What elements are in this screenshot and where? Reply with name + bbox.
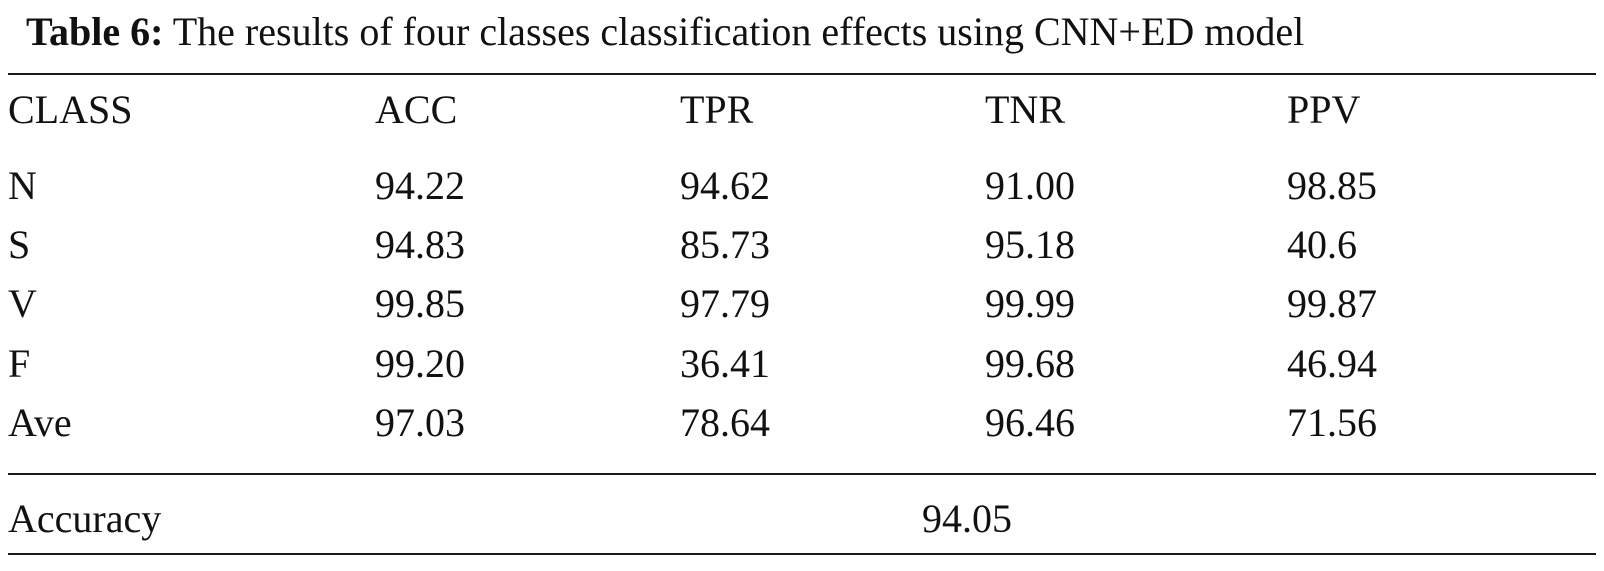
class-cell: N (8, 163, 37, 208)
tpr-cell: 97.79 (680, 281, 770, 326)
tpr-cell: 94.62 (680, 163, 770, 208)
acc-cell: 94.83 (375, 222, 465, 267)
table-row: Ave 97.03 78.64 96.46 71.56 (0, 393, 1604, 453)
tpr-cell: 78.64 (680, 400, 770, 445)
ppv-cell: 98.85 (1287, 163, 1377, 208)
tnr-cell: 99.68 (985, 341, 1075, 386)
ppv-cell: 99.87 (1287, 281, 1377, 326)
column-header: CLASS (8, 87, 133, 132)
column-header: TPR (680, 87, 754, 132)
acc-cell: 94.22 (375, 163, 465, 208)
class-cell: S (8, 222, 31, 267)
tnr-cell: 95.18 (985, 222, 1075, 267)
tpr-cell: 36.41 (680, 341, 770, 386)
tnr-cell: 91.00 (985, 163, 1075, 208)
acc-cell: 97.03 (375, 400, 465, 445)
ppv-cell: 71.56 (1287, 400, 1377, 445)
top-rule (8, 73, 1596, 75)
mid-rule (8, 473, 1596, 475)
ppv-cell: 46.94 (1287, 341, 1377, 386)
table-caption: Table 6: The results of four classes cla… (26, 6, 1586, 58)
class-cell: V (8, 281, 37, 326)
table-row: S 94.83 85.73 95.18 40.6 (0, 215, 1604, 275)
bottom-rule (8, 553, 1596, 555)
column-header: ACC (375, 87, 458, 132)
tnr-cell: 99.99 (985, 281, 1075, 326)
header-row: CLASS ACC TPR TNR PPV (0, 80, 1604, 140)
acc-cell: 99.20 (375, 341, 465, 386)
accuracy-label: Accuracy (8, 496, 162, 541)
caption-label: Table 6: (26, 9, 164, 54)
column-header: PPV (1287, 87, 1361, 132)
class-cell: Ave (8, 400, 72, 445)
table-row: F 99.20 36.41 99.68 46.94 (0, 334, 1604, 394)
tpr-cell: 85.73 (680, 222, 770, 267)
acc-cell: 99.85 (375, 281, 465, 326)
tnr-cell: 96.46 (985, 400, 1075, 445)
table-row: N 94.22 94.62 91.00 98.85 (0, 156, 1604, 216)
ppv-cell: 40.6 (1287, 222, 1357, 267)
table-row: V 99.85 97.79 99.99 99.87 (0, 274, 1604, 334)
accuracy-value: 94.05 (922, 496, 1012, 541)
column-header: TNR (985, 87, 1065, 132)
class-cell: F (8, 341, 31, 386)
accuracy-row: Accuracy 94.05 (0, 489, 1604, 549)
caption-text: The results of four classes classificati… (172, 9, 1305, 54)
